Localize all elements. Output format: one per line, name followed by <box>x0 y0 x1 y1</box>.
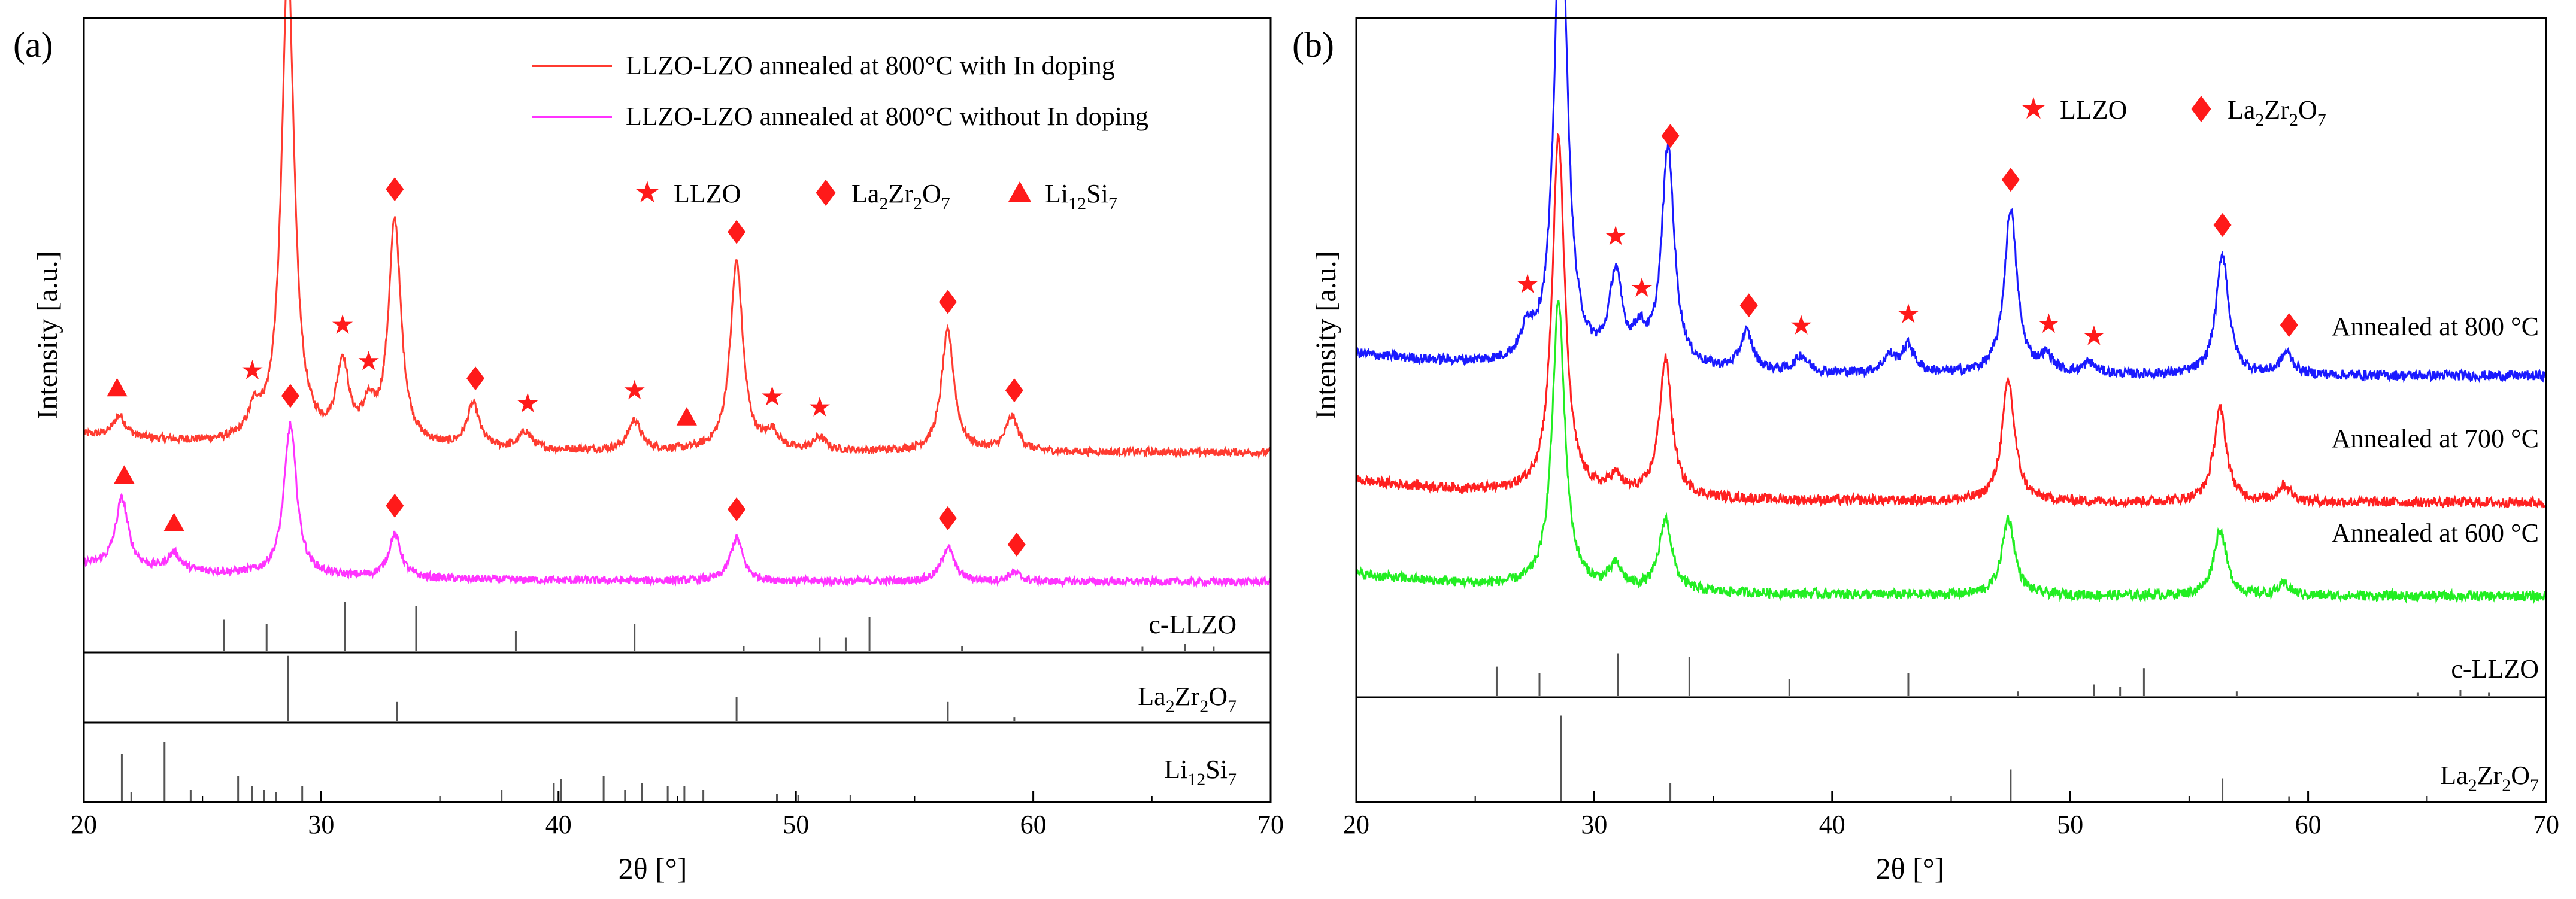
star-marker-icon <box>2083 325 2105 345</box>
diamond-marker-icon <box>1005 378 1023 403</box>
xrd-series-1 <box>1355 0 2547 384</box>
diamond-marker-icon <box>728 497 746 521</box>
x-tick-label: 20 <box>71 810 97 839</box>
panel-a-ylabel: Intensity [a.u.] <box>32 251 63 419</box>
xrd-series-2 <box>1355 132 2547 509</box>
xrd-series-1 <box>83 0 1272 460</box>
star-marker-icon <box>1898 303 1919 323</box>
star-marker-icon <box>762 386 783 406</box>
legend-la2zr2o7-text: La2Zr2O7 <box>851 179 950 214</box>
panel-b-reference-patterns <box>1495 653 2490 801</box>
panel-a: (a) Intensity [a.u.] 2θ [°] 20 30 40 50 60 70… <box>13 0 1284 885</box>
x-tick-label: 40 <box>545 810 572 839</box>
panel-b-legend: LLZO La2Zr2O7 <box>2022 95 2326 130</box>
xrd-series-3 <box>1355 300 2547 605</box>
ref-label-la2zr2o7: La2Zr2O7 <box>1138 682 1237 716</box>
panel-a-x-axis: 20 30 40 50 60 70 <box>71 791 1284 839</box>
legend-li12si7-text: Li12Si7 <box>1045 179 1117 214</box>
x-tick-label: 30 <box>308 810 334 839</box>
legend-triangle-icon <box>1008 181 1031 202</box>
panel-a-plot-area <box>83 0 1272 589</box>
ref-label-li12si7: Li12Si7 <box>1164 755 1237 789</box>
axes-frame <box>83 17 1272 803</box>
triangle-marker-icon <box>114 465 135 484</box>
star-marker-icon <box>358 350 379 370</box>
star-marker-icon <box>1791 315 1812 335</box>
diamond-marker-icon <box>1661 124 1680 148</box>
panel-a-legend: LLZO-LZO annealed at 800°C with In dopin… <box>532 51 1148 214</box>
legend-text-with-in: LLZO-LZO annealed at 800°C with In dopin… <box>626 51 1115 80</box>
panel-b-ylabel: Intensity [a.u.] <box>1310 251 1342 419</box>
panel-b-plot-area <box>1355 0 2547 605</box>
panel-b-frame <box>1355 17 2547 803</box>
curve-label-600: Annealed at 600 °C <box>2332 518 2539 548</box>
ref-label-c-llzo: c-LLZO <box>2451 654 2539 684</box>
x-tick-label: 40 <box>1819 810 1845 839</box>
diamond-marker-icon <box>2280 313 2298 338</box>
xrd-series-2 <box>83 421 1272 589</box>
panel-a-label: (a) <box>13 25 53 65</box>
star-marker-icon <box>2038 313 2059 333</box>
diamond-marker-icon <box>466 366 485 391</box>
star-marker-icon <box>242 360 263 379</box>
legend-llzo-text: LLZO <box>2060 95 2127 124</box>
x-tick-label: 70 <box>2533 810 2559 839</box>
panel-a-frame <box>83 17 1272 803</box>
legend-diamond-icon <box>816 180 836 206</box>
legend-la2zr2o7-text: La2Zr2O7 <box>2228 95 2326 130</box>
ref-label-c-llzo: c-LLZO <box>1148 610 1237 639</box>
ref-label-la2zr2o7: La2Zr2O7 <box>2440 761 2539 795</box>
star-marker-icon <box>809 397 830 417</box>
x-tick-label: 30 <box>1581 810 1607 839</box>
x-tick-label: 50 <box>2057 810 2083 839</box>
star-marker-icon <box>1517 274 1538 293</box>
diamond-marker-icon <box>728 220 746 244</box>
star-marker-icon <box>1631 277 1652 297</box>
diamond-marker-icon <box>1739 293 1758 318</box>
star-marker-icon <box>1605 225 1626 245</box>
axes-frame <box>1355 17 2547 803</box>
diamond-marker-icon <box>2213 212 2232 237</box>
panel-b: (b) Intensity [a.u.] 2θ [°] 20 30 40 50 60 70… <box>1292 0 2559 885</box>
diamond-marker-icon <box>386 493 404 518</box>
panel-b-xlabel: 2θ [°] <box>1876 852 1945 885</box>
panel-b-label: (b) <box>1292 25 1334 65</box>
panel-b-x-axis: 20 30 40 50 60 70 <box>1343 791 2559 839</box>
panel-a-reference-patterns <box>120 602 1215 801</box>
star-marker-icon <box>624 379 645 400</box>
panel-a-xlabel: 2θ [°] <box>619 852 687 885</box>
triangle-marker-icon <box>163 512 184 531</box>
legend-llzo-text: LLZO <box>674 179 741 208</box>
diamond-marker-icon <box>386 177 404 202</box>
diamond-marker-icon <box>1007 532 1026 557</box>
star-marker-icon <box>517 393 538 412</box>
star-marker-icon <box>332 314 353 334</box>
legend-star-icon <box>635 181 659 203</box>
x-tick-label: 60 <box>1020 810 1047 839</box>
curve-label-800: Annealed at 800 °C <box>2332 312 2539 341</box>
x-tick-label: 50 <box>783 810 809 839</box>
legend-text-without-in: LLZO-LZO annealed at 800°C without In do… <box>626 102 1148 131</box>
legend-diamond-icon <box>2191 96 2211 122</box>
diamond-marker-icon <box>938 290 957 314</box>
x-tick-label: 70 <box>1257 810 1284 839</box>
x-tick-label: 60 <box>2295 810 2322 839</box>
diamond-marker-icon <box>2001 168 2020 192</box>
triangle-marker-icon <box>107 378 128 397</box>
x-tick-label: 20 <box>1343 810 1369 839</box>
triangle-marker-icon <box>676 407 697 426</box>
curve-label-700: Annealed at 700 °C <box>2332 424 2539 453</box>
legend-star-icon <box>2022 97 2045 119</box>
diamond-marker-icon <box>938 506 957 530</box>
diamond-marker-icon <box>281 384 299 408</box>
